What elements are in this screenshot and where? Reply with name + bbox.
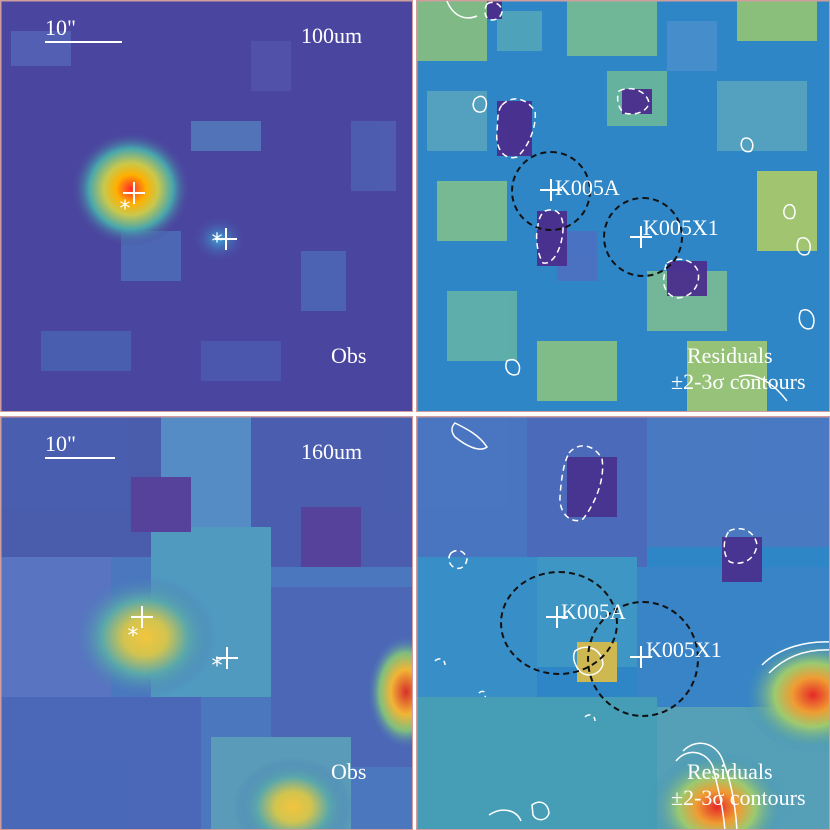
panel-bottom-left: 10" 160um Obs * * xyxy=(0,416,413,830)
source-circle-b xyxy=(603,197,683,277)
asterisk-icon: * xyxy=(127,624,139,649)
panel-bottom-right: K005A K005X1 Residuals ±2-3σ contours xyxy=(416,416,830,830)
obs-160um-image xyxy=(1,417,412,829)
source-label-a: K005A xyxy=(555,175,620,200)
obs-label: Obs xyxy=(331,759,367,784)
cross-icon xyxy=(546,606,568,628)
asterisk-icon: * xyxy=(211,654,223,679)
band-label: 160um xyxy=(301,439,363,464)
source-circle-a xyxy=(511,151,591,231)
cross-icon xyxy=(215,228,237,250)
scale-label: 10" xyxy=(45,15,76,40)
cross-icon xyxy=(216,647,238,669)
source-label-b: K005X1 xyxy=(646,637,722,662)
residuals-label: Residuals xyxy=(687,759,773,784)
band-label: 100um xyxy=(301,23,363,48)
obs-label: Obs xyxy=(331,343,367,368)
cross-icon xyxy=(131,606,153,628)
panel-top-left: 10" 100um Obs * * xyxy=(0,0,413,412)
asterisk-icon: * xyxy=(119,197,131,222)
asterisk-icon: * xyxy=(211,230,223,255)
residuals-label: Residuals xyxy=(687,343,773,368)
contours-label: ±2-3σ contours xyxy=(671,369,806,394)
scale-label: 10" xyxy=(45,431,76,456)
panel-top-right: K005A K005X1 Residuals ±2-3σ contours xyxy=(416,0,830,412)
cross-icon xyxy=(630,646,652,668)
source-circle-b xyxy=(587,601,699,717)
source-label-a: K005A xyxy=(561,599,626,624)
cross-icon xyxy=(123,182,145,204)
source-label-b: K005X1 xyxy=(643,215,719,240)
scale-bar xyxy=(45,457,115,459)
obs-100um-image xyxy=(1,1,412,411)
scale-bar xyxy=(45,41,122,43)
cross-icon xyxy=(630,226,652,248)
contours-label: ±2-3σ contours xyxy=(671,785,806,810)
cross-icon xyxy=(540,179,562,201)
